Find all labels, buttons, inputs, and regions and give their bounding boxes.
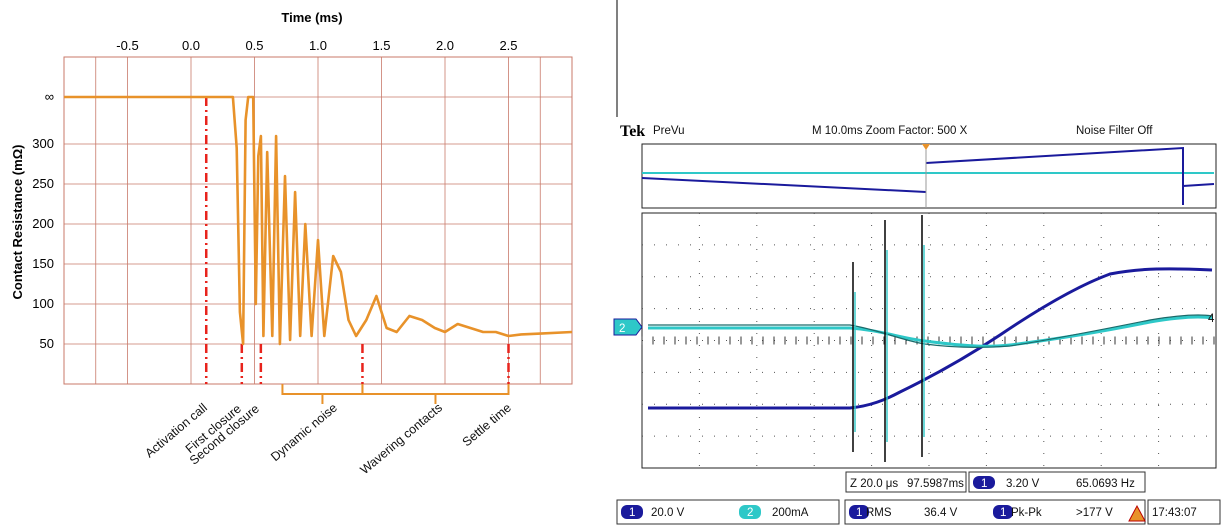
y-tick-label: ∞ [45, 89, 54, 104]
y-tick-labels: ∞ 300 250 200 150 100 50 [32, 89, 54, 351]
event-markers [204, 97, 510, 384]
annotation-label: Wavering contacts [358, 401, 445, 478]
meas-2-badge [993, 505, 1013, 519]
clock: 17:43:07 [1152, 507, 1197, 519]
measurement-box [844, 499, 1146, 525]
graticule-dots [641, 213, 1216, 468]
x-tick-label: 0.5 [245, 38, 263, 53]
meas-2-value: >177 V [1076, 507, 1113, 519]
meas-1-value: 36.4 V [924, 507, 958, 519]
trigger-marker [922, 144, 930, 150]
trigger-readout-box [968, 471, 1146, 493]
channel-2-id: 2 [747, 507, 753, 519]
channel-1-id: 1 [629, 507, 635, 519]
warning-icon [1128, 504, 1146, 522]
overview-traces [641, 144, 1215, 208]
x-tick-label: 2.5 [499, 38, 517, 53]
channel-1-trace [648, 267, 1213, 410]
meas-1-channel: 1 [856, 507, 862, 519]
x-tick-label: -0.5 [116, 38, 138, 53]
channel-4-marker-label: 4 [1208, 313, 1215, 325]
annotation-label: Dynamic noise [268, 401, 340, 464]
x-axis-title: Time (ms) [281, 10, 342, 25]
x-tick-label: 0.0 [182, 38, 200, 53]
y-tick-label: 50 [40, 336, 54, 351]
y-tick-label: 200 [32, 216, 54, 231]
meas-1-badge [849, 505, 869, 519]
trigger-channel-badge [973, 476, 995, 489]
zoom-label: Z 20.0 μs [850, 478, 898, 490]
brackets [281, 384, 510, 404]
channel-2-trace [648, 315, 1213, 348]
clock-box [1147, 499, 1221, 525]
meas-1-name: RMS [866, 507, 892, 519]
meas-2-channel: 1 [1000, 507, 1006, 519]
meas-2-name: Pk-Pk [1011, 507, 1042, 519]
trigger-frequency: 65.0693 Hz [1076, 478, 1135, 490]
channel-1-scale: 20.0 V [651, 507, 685, 519]
channel-2-marker [613, 318, 643, 336]
y-tick-label: 100 [32, 296, 54, 311]
y-tick-label: 250 [32, 176, 54, 191]
channel-2-scale: 200mA [772, 507, 809, 519]
main-graticule [641, 212, 1217, 469]
y-tick-label: 300 [32, 136, 54, 151]
overview-window [641, 143, 1217, 209]
waveform-traces [648, 215, 1213, 462]
x-tick-label: 1.0 [309, 38, 327, 53]
resistance-series-line [64, 95, 573, 346]
bracket-line [361, 384, 510, 395]
channel-2-marker-label: 2 [619, 323, 625, 335]
series-group [64, 95, 573, 346]
x-tick-labels: -0.5 0.0 0.5 1.0 1.5 2.0 2.5 [116, 38, 517, 53]
brand-logo: Tek [620, 123, 645, 140]
zoom-value: 97.5987ms [907, 478, 964, 490]
channel-1-box [616, 499, 840, 525]
x-tick-label: 2.0 [436, 38, 454, 53]
y-axis-title: Contact Resistance (mΩ) [10, 145, 25, 300]
x-tick-label: 1.5 [372, 38, 390, 53]
trigger-channel-id: 1 [981, 478, 987, 490]
overview-channel-1 [641, 146, 1215, 205]
contact-resistance-chart: -0.5 0.0 0.5 1.0 1.5 2.0 2.5 ∞ 300 250 200 150 100 5… [10, 10, 573, 478]
y-tick-label: 150 [32, 256, 54, 271]
channel-2-badge [739, 505, 761, 519]
trigger-level: 3.20 V [1006, 478, 1040, 490]
channel-1-badge [621, 505, 643, 519]
channel-2-trace-edge [648, 314, 1213, 348]
bracket-line [281, 384, 364, 395]
zoom-readout-box [845, 471, 967, 493]
timebase-label: M 10.0ms Zoom Factor: 500 X [812, 125, 968, 137]
mode-label: PreVu [653, 125, 685, 137]
annotation-label: Settle time [460, 401, 514, 450]
noise-filter-label: Noise Filter Off [1076, 125, 1153, 137]
